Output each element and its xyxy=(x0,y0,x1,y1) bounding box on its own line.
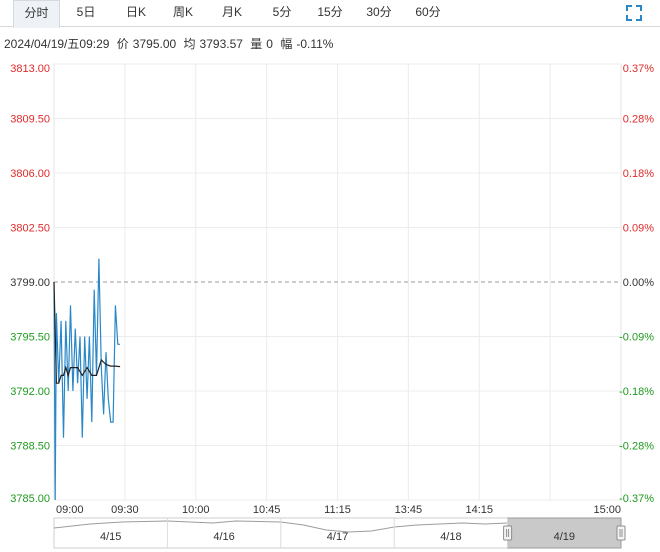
volume-value: 0 xyxy=(266,37,273,51)
expand-icon[interactable] xyxy=(626,5,642,21)
y-tick-percent-label: 0.18% xyxy=(623,168,654,180)
quote-datetime: 2024/04/19/五09:29 xyxy=(4,37,110,51)
tab-15min[interactable]: 15分 xyxy=(317,5,343,19)
x-tick-label: 11:15 xyxy=(324,504,351,516)
navigator-day-label: 4/18 xyxy=(440,531,461,543)
tab-weekly-k[interactable]: 周K xyxy=(172,5,193,19)
y-tick-percent-label: 0.00% xyxy=(623,277,654,289)
y-tick-price-label: 3799.00 xyxy=(10,277,50,289)
y-tick-price-label: 3795.50 xyxy=(10,332,50,344)
y-tick-percent-label: 0.09% xyxy=(623,223,654,235)
navigator-right-handle[interactable] xyxy=(616,525,626,541)
x-tick-label: 15:00 xyxy=(593,504,621,516)
y-tick-price-label: 3788.50 xyxy=(10,441,50,453)
x-tick-label: 10:45 xyxy=(253,504,281,516)
navigator-overview-line xyxy=(53,520,508,533)
y-tick-price-label: 3792.00 xyxy=(10,386,50,398)
navigator-day-label: 4/17 xyxy=(327,531,348,543)
period-tabbar: 分时 5日 日K 周K 月K 5分 15分 30分 60分 xyxy=(0,0,660,28)
tab-60min[interactable]: 60分 xyxy=(415,5,441,19)
price-line xyxy=(53,258,121,501)
average-line xyxy=(53,281,121,384)
tab-intraday[interactable]: 分时 xyxy=(13,0,60,28)
change-value: -0.11% xyxy=(296,37,334,51)
y-tick-price-label: 3802.50 xyxy=(10,223,50,235)
y-tick-percent-label: 0.28% xyxy=(623,114,654,126)
y-tick-price-label: 3809.50 xyxy=(10,114,50,126)
tab-monthly-k[interactable]: 月K xyxy=(221,5,242,19)
y-tick-percent-label: 0.37% xyxy=(623,63,654,75)
change-label: 幅 xyxy=(280,37,293,51)
price-label: 价 xyxy=(116,37,129,51)
navigator-left-handle[interactable] xyxy=(503,525,513,541)
navigator-day-label: 4/19 xyxy=(554,531,575,543)
navigator-day-label: 4/16 xyxy=(213,531,234,543)
x-tick-label: 13:45 xyxy=(395,504,423,516)
y-tick-price-label: 3785.00 xyxy=(10,493,50,505)
tab-30min[interactable]: 30分 xyxy=(366,5,392,19)
tab-5day[interactable]: 5日 xyxy=(76,5,96,19)
y-tick-price-label: 3813.00 xyxy=(10,63,50,75)
x-tick-label: 09:00 xyxy=(56,504,84,516)
y-tick-price-label: 3806.00 xyxy=(10,168,50,180)
tab-5min[interactable]: 5分 xyxy=(272,5,292,19)
price-value: 3795.00 xyxy=(132,37,177,51)
y-tick-percent-label: -0.18% xyxy=(619,386,654,398)
volume-label: 量 xyxy=(250,37,263,51)
x-tick-label: 10:00 xyxy=(182,504,210,516)
x-tick-label: 09:30 xyxy=(111,504,139,516)
avg-label: 均 xyxy=(183,37,196,51)
tab-daily-k[interactable]: 日K xyxy=(125,5,146,19)
avg-value: 3793.57 xyxy=(199,37,243,51)
x-tick-label: 14:15 xyxy=(465,504,493,516)
y-tick-percent-label: -0.09% xyxy=(619,332,654,344)
y-tick-percent-label: -0.37% xyxy=(619,493,654,505)
y-tick-percent-label: -0.28% xyxy=(619,441,654,453)
navigator-day-label: 4/15 xyxy=(100,531,121,543)
